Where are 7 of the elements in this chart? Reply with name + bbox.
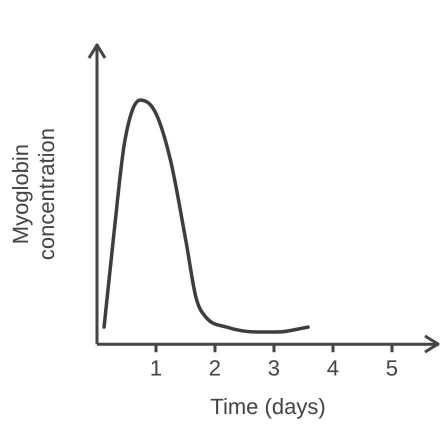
x-axis-title: Time (days) (210, 394, 326, 419)
x-tick-label: 5 (386, 355, 398, 380)
x-tick-label: 3 (268, 355, 280, 380)
x-tick-label: 4 (326, 355, 339, 380)
y-axis-title: Myoglobin concentration (8, 128, 60, 260)
x-tick-label: 2 (208, 355, 222, 380)
x-tick-label: 1 (150, 355, 162, 380)
